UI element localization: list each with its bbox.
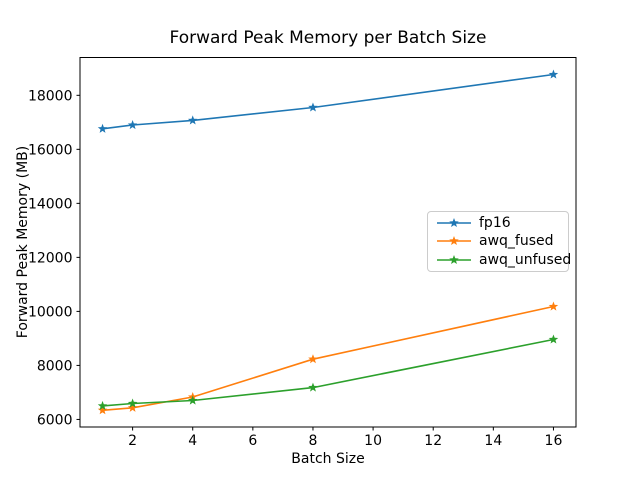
x-axis-label: Batch Size: [291, 451, 365, 467]
legend-swatch-marker: [449, 236, 459, 246]
series-marker-awq_unfused: [548, 334, 559, 344]
x-tick-label: 12: [424, 433, 442, 449]
y-tick-label: 16000: [28, 142, 73, 158]
x-tick-label: 4: [188, 433, 197, 449]
series-line-fp16: [101, 73, 555, 130]
series-marker-fp16: [187, 115, 198, 125]
series-marker-awq_fused: [308, 354, 318, 364]
x-tick-label: 6: [248, 433, 257, 449]
series-marker-awq_fused: [548, 301, 559, 311]
series-marker-awq_fused: [127, 402, 138, 412]
series-marker-awq_fused: [97, 405, 108, 415]
y-tick-label: 10000: [28, 304, 73, 320]
y-tick-label: 12000: [28, 250, 73, 266]
series-marker-awq_unfused: [187, 395, 198, 405]
legend-label-awq-unfused: awq_unfused: [479, 251, 572, 268]
legend-label-awq-fused: awq_fused: [479, 233, 554, 250]
legend-swatch-marker: [449, 254, 459, 264]
legend-label-fp16: fp16: [479, 215, 511, 232]
series-marker-awq_unfused: [127, 398, 138, 408]
legend-swatch-marker: [449, 218, 459, 228]
x-tick-label: 10: [364, 433, 382, 449]
series-line-awq_fused: [101, 305, 555, 412]
legend-swatch-awq-unfused: [437, 254, 471, 264]
series-marker-fp16: [127, 120, 138, 130]
series-marker-fp16: [97, 123, 108, 133]
axes-frame: [79, 57, 577, 428]
y-tick-label: 14000: [28, 196, 73, 212]
legend-entry-awq-unfused: awq_unfused: [436, 251, 571, 269]
y-tick-label: 8000: [37, 358, 73, 374]
legend-swatch-awq-fused: [437, 236, 471, 246]
chart-title: Forward Peak Memory per Batch Size: [169, 28, 487, 48]
legend: fp16 awq_fused awq_unfused: [427, 211, 571, 272]
x-tick-label: 2: [128, 433, 137, 449]
series-marker-fp16: [548, 69, 559, 79]
series-marker-fp16: [308, 102, 318, 112]
x-tick-label: 8: [309, 433, 318, 449]
series-marker-awq_unfused: [308, 382, 318, 392]
series-marker-awq_unfused: [97, 400, 108, 410]
series-line-awq_unfused: [101, 338, 555, 407]
legend-swatch-fp16: [437, 218, 471, 228]
legend-entry-awq-fused: awq_fused: [436, 232, 560, 250]
x-tick-label: 16: [545, 433, 563, 449]
y-tick-label: 18000: [28, 88, 73, 104]
y-tick-label: 6000: [37, 412, 73, 428]
legend-entry-fp16: fp16: [436, 214, 560, 232]
x-tick-label: 14: [484, 433, 502, 449]
